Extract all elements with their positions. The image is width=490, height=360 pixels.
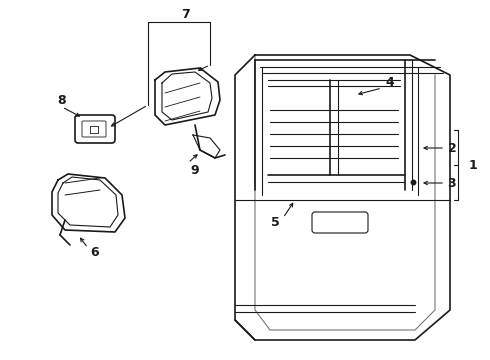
Text: 7: 7 xyxy=(181,8,189,21)
Text: 2: 2 xyxy=(448,141,456,154)
Text: 3: 3 xyxy=(448,176,456,189)
Text: 1: 1 xyxy=(468,158,477,171)
Text: 9: 9 xyxy=(191,163,199,176)
Text: 4: 4 xyxy=(386,76,394,89)
Text: 6: 6 xyxy=(91,246,99,258)
Text: 5: 5 xyxy=(270,216,279,229)
Text: 8: 8 xyxy=(58,94,66,107)
